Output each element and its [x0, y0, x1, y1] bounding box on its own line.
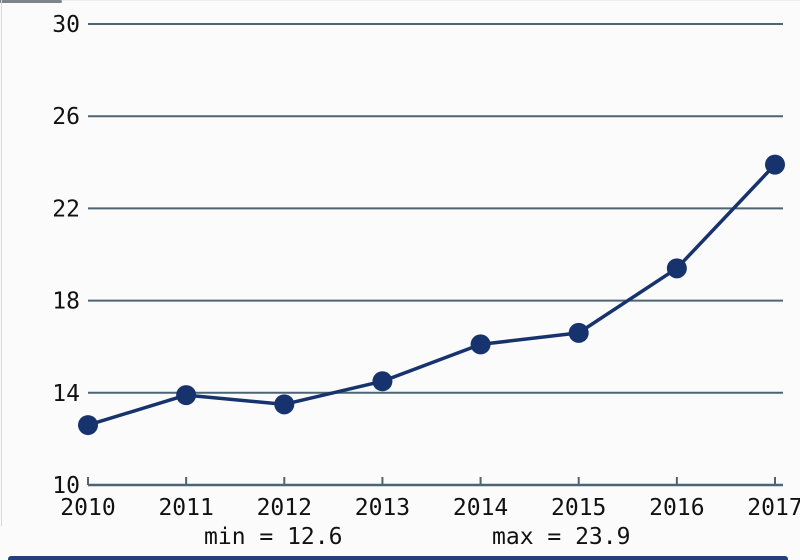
data-point	[765, 154, 785, 175]
y-tick-label: 14	[52, 381, 80, 407]
y-tick-label: 22	[52, 196, 80, 222]
y-tick-label: 10	[52, 473, 80, 499]
data-point	[176, 385, 197, 406]
x-tick-label: 2012	[257, 495, 312, 521]
min-annotation: min = 12.6	[204, 524, 343, 550]
x-tick-label: 2017	[747, 495, 800, 521]
y-tick-label: 30	[52, 12, 80, 38]
x-tick-label: 2011	[158, 495, 213, 521]
x-tick-label: 2014	[453, 495, 508, 521]
x-tick-label: 2016	[649, 495, 704, 521]
top-left-edge-artifact	[0, 0, 62, 3]
y-tick-label: 26	[52, 104, 80, 130]
left-edge-line	[1, 0, 2, 526]
data-point	[274, 394, 295, 415]
x-tick-label: 2010	[60, 495, 115, 521]
data-point	[470, 334, 491, 355]
data-point	[568, 322, 589, 343]
x-tick-label: 2013	[355, 495, 410, 521]
max-annotation: max = 23.9	[492, 524, 631, 550]
bottom-cropped-bar-artifact	[8, 556, 788, 560]
data-point	[78, 415, 98, 436]
x-tick-label: 2015	[551, 495, 606, 521]
data-point	[372, 371, 393, 392]
top-edge-line	[62, 0, 800, 1]
y-tick-label: 18	[52, 289, 80, 315]
data-line	[87, 163, 777, 427]
data-point	[666, 258, 687, 279]
